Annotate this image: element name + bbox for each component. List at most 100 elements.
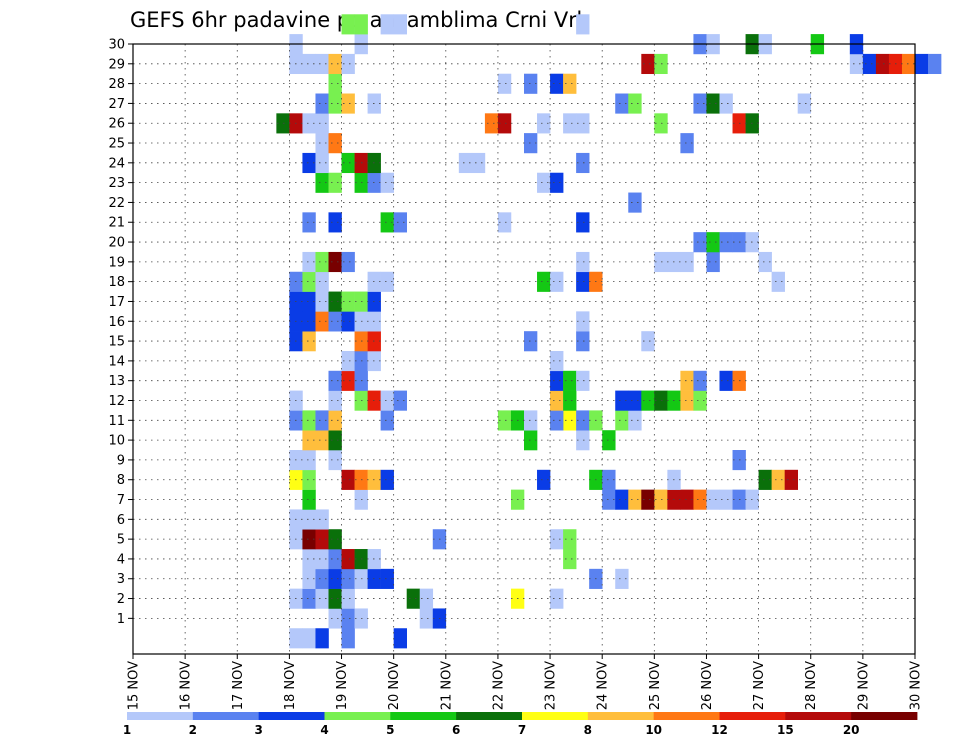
heatmap-cell xyxy=(497,113,512,134)
heatmap-cell xyxy=(302,331,316,352)
colorbar-segment xyxy=(587,712,655,720)
heatmap-cell xyxy=(550,350,564,372)
heatmap-cell xyxy=(576,152,590,174)
heatmap-cell xyxy=(302,251,316,273)
y-axis: 1234567891011121314151617181920212223242… xyxy=(108,38,133,627)
heatmap-cell xyxy=(315,152,329,174)
y-tick-label: 30 xyxy=(108,38,125,53)
heatmap-cell xyxy=(328,430,342,451)
heatmap-cell xyxy=(302,53,316,75)
heatmap-cell xyxy=(615,568,629,589)
heatmap-cell xyxy=(524,73,538,94)
x-tick-label: 17 NOV xyxy=(231,661,246,710)
heatmap-cell xyxy=(315,291,329,312)
x-tick-label: 28 NOV xyxy=(804,661,819,710)
heatmap-cell xyxy=(563,410,577,431)
colorbar-label: 7 xyxy=(518,723,526,737)
heatmap-cell xyxy=(628,489,642,510)
heatmap-cell xyxy=(341,549,355,570)
heatmap-cell xyxy=(771,469,785,490)
y-tick-label: 23 xyxy=(108,176,125,191)
heatmap-cell xyxy=(563,370,577,391)
heatmap-cell xyxy=(341,152,355,174)
heatmap-cell xyxy=(315,251,329,273)
heatmap-cell xyxy=(302,311,316,332)
y-tick-label: 29 xyxy=(108,57,125,72)
heatmap-cell xyxy=(302,628,316,649)
heatmap-cell xyxy=(315,113,329,134)
heatmap-cell xyxy=(576,212,590,233)
heatmap-cell xyxy=(680,370,694,391)
heatmap-cell xyxy=(524,410,538,431)
y-tick-label: 25 xyxy=(108,137,125,152)
heatmap-cell xyxy=(654,113,668,134)
colorbar-segment xyxy=(127,712,194,720)
heatmap-cell xyxy=(302,291,316,312)
heatmap-cell xyxy=(693,232,707,253)
colorbar-label: 2 xyxy=(189,723,197,737)
heatmap-cell xyxy=(341,350,355,372)
heatmap-cell xyxy=(537,172,551,193)
heatmap-cell xyxy=(615,489,629,510)
heatmap-cell xyxy=(628,410,642,431)
heatmap-cell xyxy=(550,172,564,193)
heatmap-cell xyxy=(315,271,329,292)
heatmap-cell xyxy=(315,628,329,649)
heatmap-cell xyxy=(628,390,642,411)
x-tick-label: 15 NOV xyxy=(127,661,142,710)
heatmap-cell xyxy=(302,410,316,431)
heatmap-cell xyxy=(550,390,564,411)
heatmap-cell xyxy=(315,568,329,589)
heatmap-cell xyxy=(641,390,655,411)
heatmap-cell xyxy=(576,14,590,35)
y-tick-label: 10 xyxy=(108,434,125,449)
colorbar-segment xyxy=(192,712,260,720)
heatmap-cell xyxy=(354,14,368,35)
heatmap-cell xyxy=(915,53,929,75)
heatmap-cell xyxy=(328,93,342,114)
heatmap-cell xyxy=(693,390,707,411)
y-tick-label: 11 xyxy=(108,414,125,429)
heatmap-cell xyxy=(302,588,316,609)
heatmap-cell xyxy=(380,568,394,589)
heatmap-cell xyxy=(550,370,564,391)
y-tick-label: 18 xyxy=(108,275,125,290)
heatmap-cell xyxy=(484,113,499,134)
x-tick-label: 20 NOV xyxy=(387,661,402,710)
y-tick-label: 16 xyxy=(108,315,125,330)
heatmap-cell xyxy=(341,14,355,35)
heatmap-cell xyxy=(419,608,434,629)
heatmap-cell xyxy=(680,133,694,154)
heatmap-cell xyxy=(576,370,590,391)
heatmap-cell xyxy=(393,628,407,649)
heatmap-cell xyxy=(328,568,342,589)
heatmap-cell xyxy=(380,390,394,411)
heatmap-cell xyxy=(328,172,342,193)
heatmap-cell xyxy=(576,311,590,332)
heatmap-cell xyxy=(302,509,316,530)
colorbar-label: 3 xyxy=(254,723,262,737)
heatmap-cell xyxy=(341,370,355,391)
heatmap-cell xyxy=(550,73,564,94)
colorbar-label: 12 xyxy=(711,723,728,737)
heatmap-cell xyxy=(680,251,694,273)
colorbar-label: 5 xyxy=(386,723,394,737)
heatmap-cell xyxy=(693,93,707,114)
y-tick-label: 12 xyxy=(108,394,125,409)
heatmap-cell xyxy=(341,311,355,332)
heatmap-cell xyxy=(784,469,798,490)
heatmap-cell xyxy=(550,271,564,292)
heatmap-cell xyxy=(341,291,355,312)
y-tick-label: 9 xyxy=(117,453,125,468)
x-tick-label: 22 NOV xyxy=(491,661,506,710)
heatmap-cell xyxy=(706,93,720,114)
heatmap-cell xyxy=(654,489,668,510)
heatmap-cell xyxy=(758,251,772,273)
heatmap-cell xyxy=(302,489,316,510)
heatmap-cell xyxy=(328,212,342,233)
colorbar-segment xyxy=(851,712,918,720)
heatmap-cell xyxy=(341,588,355,609)
heatmap-cell xyxy=(719,489,733,510)
heatmap-cell xyxy=(928,53,942,75)
heatmap-cell xyxy=(302,430,316,451)
